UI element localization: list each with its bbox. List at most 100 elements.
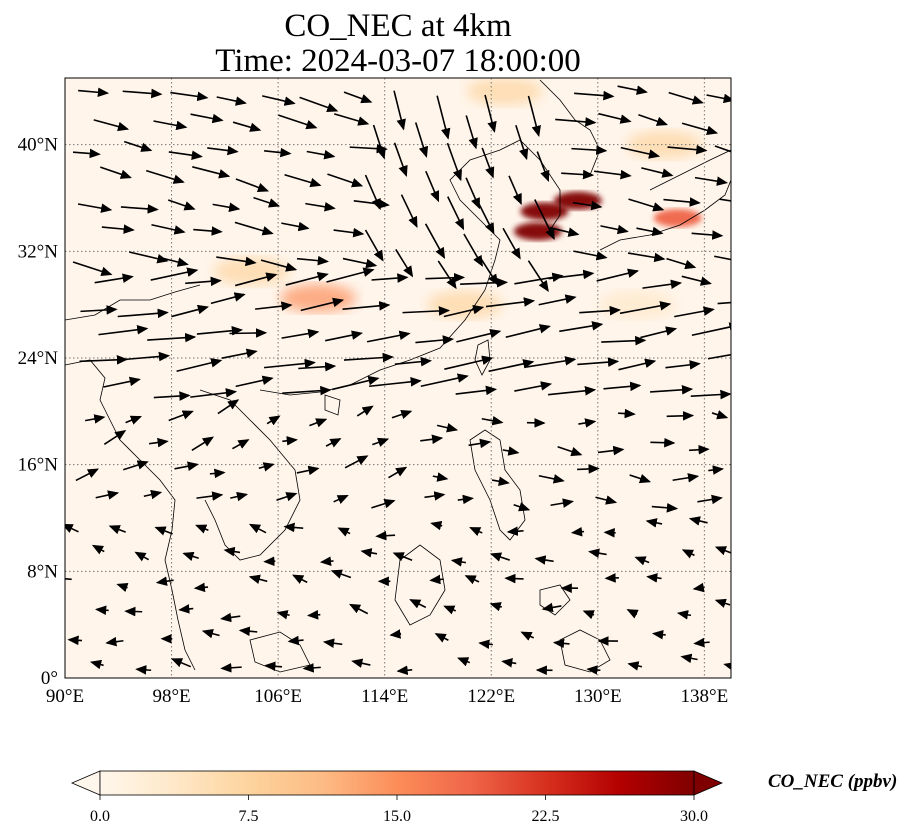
longitude-tick-label: 138°E [681, 686, 729, 707]
wind-arrow [534, 555, 554, 565]
wind-arrow [415, 335, 455, 345]
wind-arrow [305, 202, 336, 212]
wind-arrow [91, 544, 105, 555]
wind-arrow [178, 604, 194, 614]
wind-arrow [640, 326, 678, 339]
wind-arrow [650, 437, 676, 448]
wind-arrow [276, 492, 298, 502]
wind-arrow [598, 112, 632, 124]
wind-arrow [549, 226, 580, 237]
wind-arrow [372, 437, 390, 447]
wind-arrow [262, 95, 296, 106]
wind-arrow [430, 520, 443, 531]
longitude-tick-labels: 90°E 98°E 106°E 114°E 122°E 130°E 138°E [46, 686, 728, 707]
wind-arrow [505, 324, 551, 338]
wind-arrow [443, 304, 485, 318]
wind-arrow [600, 224, 629, 235]
wind-arrow [392, 552, 413, 562]
wind-arrow [688, 516, 708, 526]
wind-arrow [432, 472, 449, 482]
wind-arrow [396, 665, 413, 676]
wind-arrow [641, 167, 674, 178]
wind-arrow [485, 297, 536, 308]
wind-arrow [235, 178, 270, 192]
latitude-tick-label: 0° [41, 668, 58, 689]
wind-arrow [552, 638, 570, 649]
wind-arrow [443, 605, 457, 615]
wind-arrow [691, 322, 731, 337]
wind-arrow [689, 444, 710, 455]
wind-arrow [120, 204, 159, 214]
wind-arrow [619, 301, 672, 315]
concentration-zone [466, 78, 543, 106]
wind-arrow [185, 276, 222, 287]
wind-arrow [238, 626, 258, 637]
wind-arrow [388, 466, 408, 479]
wind-arrow [98, 324, 149, 336]
wind-arrow [667, 144, 708, 155]
longitude-tick-label: 106°E [254, 686, 302, 707]
longitude-tick-label: 98°E [152, 686, 190, 707]
wind-arrow [489, 552, 511, 562]
wind-arrow [514, 381, 553, 392]
wind-arrow [235, 375, 274, 388]
wind-arrow [595, 495, 618, 505]
wind-arrow [420, 373, 469, 388]
colorbar-tick-label: 15.0 [383, 808, 411, 825]
wind-arrow [190, 113, 224, 124]
wind-arrow [393, 90, 406, 131]
wind-arrow [326, 267, 375, 283]
wind-arrow [484, 94, 497, 133]
wind-arrow [734, 226, 770, 239]
wind-arrow [618, 408, 636, 419]
wind-arrow [285, 272, 329, 286]
latitude-tick-labels: 0° 8°N 16°N 24°N 32°N 40°N [18, 135, 59, 689]
wind-arrow [229, 328, 268, 338]
wind-arrow [232, 121, 262, 132]
wind-arrow [375, 530, 396, 541]
concentration-zone [653, 209, 702, 227]
wind-arrow [402, 306, 451, 316]
wind-arrow [424, 223, 446, 259]
wind-arrow [638, 114, 669, 126]
wind-arrow [223, 546, 241, 557]
wind-arrow [481, 415, 504, 426]
wind-arrow [457, 494, 475, 505]
wind-arrow [292, 574, 308, 584]
wind-arrow [343, 352, 394, 363]
wind-arrow [446, 142, 462, 182]
wind-arrow [501, 658, 517, 668]
wind-arrow [465, 115, 478, 150]
wind-arrow [434, 633, 449, 643]
wind-arrow [147, 332, 197, 343]
wind-arrow [299, 96, 339, 113]
wind-arrow [116, 582, 129, 593]
wind-arrow [234, 221, 274, 236]
colorbar: 0.0 7.5 15.0 22.5 30.0 [70, 770, 724, 825]
wind-arrow [248, 574, 268, 584]
wind-arrow [216, 96, 247, 106]
wind-arrow [642, 279, 683, 290]
wind-arrow [506, 526, 524, 537]
wind-arrow [342, 301, 391, 311]
wind-arrow [155, 576, 174, 586]
wind-arrow [714, 546, 731, 556]
wind-arrow [723, 662, 731, 672]
wind-arrow [134, 551, 150, 562]
longitude-tick-label: 114°E [361, 686, 408, 707]
wind-arrow [100, 166, 132, 179]
wind-arrow [738, 380, 785, 391]
wind-arrow [210, 292, 246, 305]
wind-arrow [690, 389, 731, 400]
wind-arrow [65, 523, 79, 533]
wind-arrow [708, 465, 724, 475]
concentration-zone [513, 222, 562, 241]
wind-arrow [145, 169, 185, 184]
wind-arrow [570, 526, 585, 537]
wind-arrow [191, 436, 215, 452]
wind-arrow [681, 275, 712, 286]
wind-arrow [193, 226, 223, 236]
wind-arrow [330, 569, 352, 579]
wind-arrow [628, 198, 665, 212]
wind-arrow [548, 386, 597, 396]
